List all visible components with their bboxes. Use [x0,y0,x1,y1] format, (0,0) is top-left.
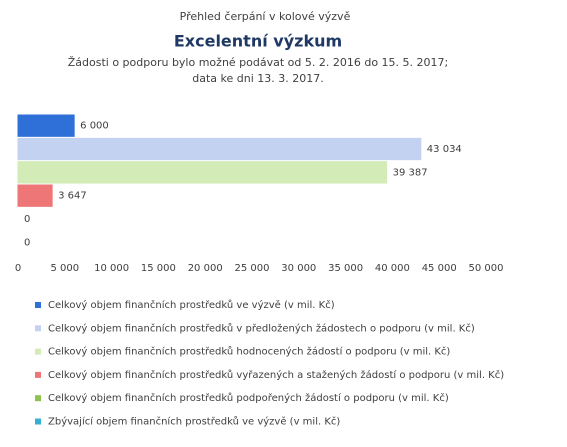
x-tick-label: 20 000 [188,263,223,274]
x-tick-label: 5 000 [50,263,79,274]
data-label: 3 647 [58,191,87,202]
legend-swatch [35,418,41,425]
x-tick-label: 0 [15,263,21,274]
legend-label: Celkový objem finančních prostředků v př… [48,322,475,334]
data-label: 0 [24,214,30,225]
x-tick-label: 10 000 [94,263,129,274]
bar [17,161,388,184]
bar [17,114,75,137]
legend-swatch [35,371,41,378]
bar [17,184,53,207]
legend-swatch [35,348,41,355]
x-tick-label: 25 000 [235,263,270,274]
x-tick-label: 30 000 [281,263,316,274]
chart-subtitle: data ke dni 13. 3. 2017. [192,72,324,85]
chart-title: Excelentní výzkum [174,32,342,51]
data-label: 43 034 [427,144,462,155]
x-tick-label: 15 000 [141,263,176,274]
x-tick-label: 40 000 [375,263,410,274]
x-tick-label: 50 000 [469,263,504,274]
legend-swatch [35,302,41,308]
data-label: 6 000 [80,121,109,132]
legend-label: Celkový objem finančních prostředků hodn… [48,346,450,358]
chart-pretitle: Přehled čerpání v kolové výzvě [180,10,351,23]
legend-label: Zbývající objem finančních prostředků ve… [48,416,340,428]
chart-subtitle: Žádosti o podporu bylo možné podávat od … [68,56,449,69]
legend-swatch [35,325,41,332]
legend-label: Celkový objem finančních prostředků podp… [48,392,449,404]
data-label: 0 [24,237,30,248]
bar [17,137,422,161]
data-label: 39 387 [393,167,428,178]
x-tick-label: 45 000 [422,263,457,274]
legend-swatch [35,395,41,402]
legend-label: Celkový objem finančních prostředků vyřa… [48,369,504,381]
legend-label: Celkový objem finančních prostředků ve v… [48,299,335,311]
x-tick-label: 35 000 [328,263,363,274]
